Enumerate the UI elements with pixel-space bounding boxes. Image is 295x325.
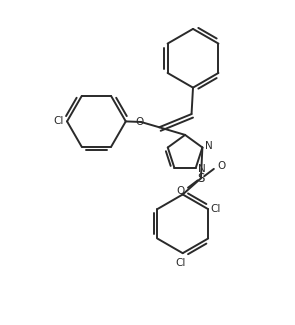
Text: Cl: Cl <box>175 258 186 268</box>
Text: Cl: Cl <box>53 116 63 126</box>
Text: N: N <box>205 141 212 151</box>
Text: Cl: Cl <box>211 204 221 214</box>
Text: O: O <box>136 117 144 127</box>
Text: N: N <box>198 164 206 174</box>
Text: O: O <box>218 161 226 171</box>
Text: S: S <box>197 172 205 185</box>
Text: O: O <box>176 186 184 196</box>
